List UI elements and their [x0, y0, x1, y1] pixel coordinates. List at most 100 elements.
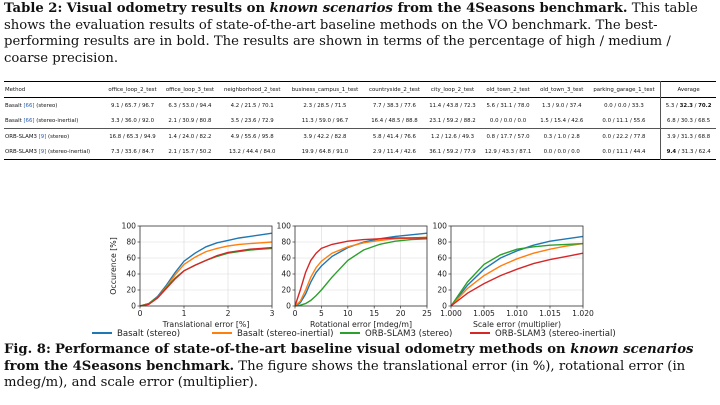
result-cell: 7.7 / 38.3 / 77.6	[372, 102, 416, 109]
column-header: countryside_2_test	[369, 86, 420, 93]
method-mode: (stereo)	[48, 133, 70, 140]
x-tick-label: 3	[270, 309, 275, 318]
y-tick-label: 40	[126, 270, 136, 279]
x-axis-label: Rotational error [mdeg/m]	[310, 320, 412, 329]
method-cell: Basalt [66] (stereo)	[4, 98, 104, 114]
result-cell: 7.3 / 33.6 / 84.7	[110, 148, 155, 155]
x-tick-label: 25	[422, 309, 432, 318]
citation-link[interactable]: [9]	[38, 133, 47, 140]
chart-legend: Basalt (stereo) Basalt (stereo-inertial) O…	[92, 329, 616, 339]
average-value: 62.4	[698, 148, 711, 155]
result-cell: 2.1 / 30.9 / 80.8	[168, 117, 212, 124]
citation-link[interactable]: [66]	[23, 117, 35, 124]
x-tick-label: 0	[293, 309, 298, 318]
result-cell: 12.9 / 43.3 / 87.1	[484, 148, 532, 155]
series-line	[450, 242, 584, 307]
series-line	[294, 237, 427, 307]
y-tick-label: 100	[433, 222, 448, 231]
y-tick-label: 100	[122, 222, 137, 231]
result-cell: 11.4 / 43.8 / 72.3	[429, 102, 476, 109]
y-tick-label: 60	[126, 254, 136, 263]
method-cell: ORB-SLAM3 [9] (stereo-inertial)	[4, 144, 104, 160]
x-tick-label: 20	[396, 309, 406, 318]
citation-link[interactable]: [9]	[38, 148, 47, 155]
series-line	[294, 236, 428, 307]
figure-caption-title-em: known scenarios	[570, 342, 694, 357]
result-cell: 11.3 / 59.0 / 96.7	[301, 117, 349, 124]
result-cell: 3.9 / 42.2 / 82.8	[303, 133, 347, 140]
method-mode: (stereo-inertial)	[48, 148, 91, 155]
result-cell: 0.0 / 11.1 / 44.4	[602, 148, 646, 155]
plot-frame	[139, 225, 273, 307]
result-cell: 1.2 / 12.6 / 49.3	[430, 133, 475, 140]
method-header: Method	[5, 86, 26, 93]
citation-link[interactable]: [66]	[23, 102, 35, 109]
table-caption-title-em: known scenarios	[269, 1, 393, 16]
series-line	[294, 232, 428, 307]
average-value: 68.5	[698, 117, 711, 124]
result-cell: 0.0 / 22.2 / 77.8	[602, 133, 646, 140]
average-value: 5.3	[665, 102, 675, 109]
average-value: 3.9	[667, 133, 676, 140]
y-tick-label: 20	[437, 286, 447, 295]
result-cell: 5.8 / 41.4 / 76.6	[372, 133, 416, 140]
average-header: Average	[660, 81, 716, 98]
series-line	[294, 238, 428, 307]
series-line	[450, 242, 584, 307]
result-cell: 1.4 / 24.0 / 82.2	[168, 133, 212, 140]
table-row: Basalt [66] (stereo-inertial) 3.3 / 36.0 …	[4, 113, 716, 129]
table-row: ORB-SLAM3 [9] (stereo) 16.8 / 65.3 / 94.9…	[4, 128, 716, 145]
result-cell: 1.5 / 15.4 / 42.6	[540, 117, 584, 124]
result-cell: 0.8 / 17.7 / 57.0	[486, 133, 530, 140]
x-tick-label: 2	[226, 309, 231, 318]
x-tick-label: 1.010	[506, 309, 528, 318]
result-cell: 0.0 / 0.0 / 33.3	[604, 102, 644, 109]
average-value: 31.3	[680, 133, 693, 140]
y-tick-label: 80	[437, 238, 447, 247]
x-tick-label: 1.020	[572, 309, 594, 318]
method-name: ORB-SLAM3	[5, 148, 37, 155]
result-cell: 5.6 / 31.1 / 78.0	[486, 102, 530, 109]
x-tick-label: 5	[319, 309, 324, 318]
x-axis-label: Scale error (multiplier)	[473, 320, 561, 329]
result-cell: 2.9 / 11.4 / 42.6	[372, 148, 416, 155]
result-cell: 2.3 / 28.5 / 71.5	[303, 102, 347, 109]
average-value: 6.8	[667, 117, 676, 124]
series-line	[450, 235, 584, 307]
x-tick-label: 10	[343, 309, 353, 318]
y-tick-label: 40	[281, 270, 291, 279]
method-name: Basalt	[5, 117, 22, 124]
average-value: 70.2	[698, 102, 712, 109]
figure-caption-label: Fig. 8:	[4, 342, 51, 357]
method-cell: Basalt [66] (stereo-inertial)	[4, 113, 104, 129]
average-value: 31.3	[681, 148, 694, 155]
method-cell: ORB-SLAM3 [9] (stereo)	[4, 129, 104, 145]
y-tick-label: 0	[442, 302, 447, 311]
result-cell: 0.3 / 1.0 / 2.8	[543, 133, 580, 140]
result-cell: 0.0 / 11.1 / 55.6	[602, 117, 646, 124]
table-caption: Table 2: Visual odometry results on know…	[4, 1, 716, 67]
chart-panel-3: 1.000 1.005 1.010 1.015 1.020 0 20 40 60 80 100 Sca…	[433, 222, 595, 329]
series-line	[139, 247, 273, 307]
y-tick-label: 0	[131, 302, 136, 311]
table-row: Basalt [66] (stereo) 9.1 / 65.7 / 96.7 6.3…	[4, 97, 716, 114]
x-tick-label: 1.000	[440, 309, 462, 318]
result-cell: 4.2 / 21.5 / 70.1	[230, 102, 274, 109]
result-cell: 3.3 / 36.0 / 92.0	[110, 117, 155, 124]
x-tick-label: 15	[369, 309, 379, 318]
table-caption-title-post: from the 4Seasons benchmark.	[397, 1, 628, 16]
figure-caption-title-pre: Performance of state-of-the-art baseline…	[55, 342, 566, 357]
result-cell: 16.8 / 65.3 / 94.9	[109, 133, 156, 140]
result-cell: 0.0 / 0.0 / 0.0	[543, 148, 580, 155]
legend-entry: ORB-SLAM3 (stereo-inertial)	[495, 329, 616, 339]
average-value: 9.4	[666, 148, 677, 155]
chart-panel-1: 0 1 2 3 0 20 40 60 80 100 Translational error [%] O…	[109, 222, 275, 329]
series-line	[139, 246, 273, 307]
average-cell: 9.4 / 31.3 / 62.4	[660, 144, 716, 160]
column-header: city_loop_2_test	[430, 86, 475, 93]
chart-panel-2: 0 5 10 15 20 25 0 20 40 60 80 100 Rotational error […	[277, 222, 432, 329]
result-cell: 3.5 / 23.6 / 72.9	[230, 117, 274, 124]
result-cell: 13.2 / 44.4 / 84.0	[228, 148, 276, 155]
column-header: parking_garage_1_test	[593, 86, 655, 93]
